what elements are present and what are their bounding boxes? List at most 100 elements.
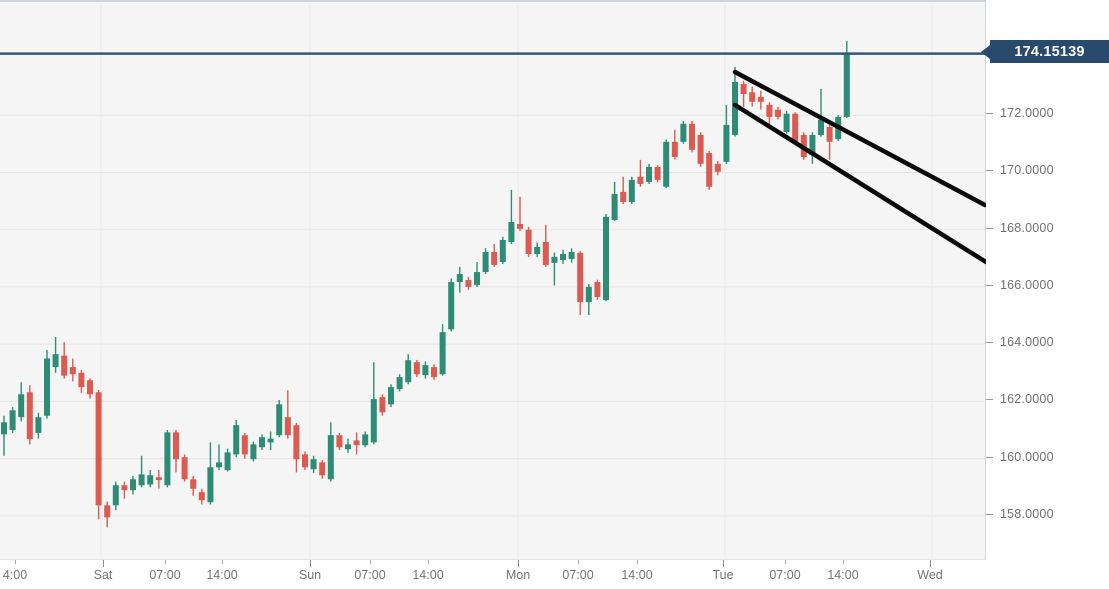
candle-body-up (499, 239, 506, 263)
trend-line (732, 69, 986, 208)
candle-body-down (594, 282, 601, 297)
candle-body-down (181, 457, 188, 480)
candle-body-down (173, 432, 179, 460)
time-tick-label: 14:00 (827, 568, 859, 582)
price-tick-label: 170.0000 (1000, 163, 1054, 178)
candle-body-down (241, 435, 248, 455)
time-tick-mark (578, 560, 579, 564)
candle-body-up (611, 193, 618, 220)
time-tick-mark (165, 560, 166, 564)
candle-body-up (388, 387, 394, 405)
candle-body-up (603, 216, 609, 301)
candle-body-down (198, 492, 205, 501)
price-tick-label: 160.0000 (1000, 449, 1054, 464)
candle-body-down (749, 92, 756, 102)
candle-body-up (112, 485, 119, 506)
candle-body-up (560, 254, 566, 261)
time-tick-label: Sun (298, 568, 322, 582)
candle-body-down (792, 113, 799, 142)
time-tick-label: 14:00 (206, 568, 238, 582)
time-tick-mark (930, 560, 931, 567)
candle-body-down (319, 462, 326, 476)
candle-body-up (18, 394, 25, 418)
current-price-value: 174.15139 (1014, 43, 1085, 60)
time-tick-mark (637, 560, 638, 564)
candle-body-up (250, 444, 257, 460)
time-tick-mark (222, 560, 223, 564)
candle-body-down (431, 367, 437, 378)
time-tick-mark (785, 560, 786, 564)
candle-body-up (35, 417, 42, 433)
candle-body-down (826, 126, 833, 142)
candle-body-up (138, 474, 145, 486)
time-tick-label: 07:00 (354, 568, 386, 582)
candle-body-down (525, 229, 532, 255)
time-tick-mark (370, 560, 371, 564)
trend-line (732, 102, 986, 265)
time-tick-label: 07:00 (562, 568, 594, 582)
candle-body-down (26, 392, 33, 440)
candle-body-down (697, 134, 704, 164)
candle-body-up (130, 479, 136, 491)
chart-canvas[interactable] (0, 2, 986, 560)
candle-body-down (293, 425, 300, 460)
candle-body-up (345, 444, 351, 450)
candle-body-down (706, 152, 713, 187)
candle-body-up (52, 354, 59, 368)
candle-body-up (396, 377, 403, 390)
candle-body-up (680, 123, 687, 142)
candle-body-down (61, 355, 68, 376)
candle-body-down (620, 191, 627, 202)
candle-body-up (310, 459, 317, 470)
candle-body-down (654, 167, 661, 180)
candle-body-up (1, 422, 7, 435)
price-tick-mark (986, 170, 993, 172)
time-tick-label: Mon (505, 568, 531, 582)
price-tick-label: 158.0000 (1000, 506, 1054, 521)
time-tick-label: 07:00 (769, 568, 801, 582)
price-tick-label: 168.0000 (1000, 220, 1054, 235)
candle-body-up (534, 246, 541, 255)
candle-body-up (276, 404, 283, 436)
price-axis[interactable]: 172.0000 170.0000 168.0000 166.0000 164.0000… (986, 0, 1109, 560)
candle-body-up (663, 141, 670, 187)
time-tick-label: 14:00 (412, 568, 444, 582)
candle-body-up (233, 425, 240, 455)
candle-body-up (370, 399, 377, 443)
candle-body-up (585, 286, 592, 303)
chart-plot-area[interactable] (0, 0, 986, 560)
candle-body-up (147, 475, 154, 485)
candle-body-down (353, 440, 360, 446)
candle-body-down (740, 83, 747, 95)
time-tick-label: Sat (93, 568, 113, 582)
price-tick-mark (986, 399, 993, 401)
candle-body-up (439, 332, 446, 375)
candle-body-down (284, 417, 291, 436)
candle-body-up (448, 282, 455, 330)
price-label-arrow-icon (981, 44, 990, 59)
candle-body-down (336, 435, 343, 448)
candle-body-up (568, 252, 575, 259)
candle-body-up (732, 81, 738, 135)
price-tick-mark (986, 284, 993, 286)
candle-body-down (379, 397, 386, 413)
time-tick-mark (518, 560, 519, 567)
candle-body-down (542, 241, 549, 265)
candle-body-up (327, 435, 334, 480)
candle-body-down (78, 372, 85, 388)
candle-body-down (637, 176, 644, 184)
candle-body-up (422, 365, 429, 376)
time-tick-mark (428, 560, 429, 564)
price-tick-label: 164.0000 (1000, 335, 1054, 350)
time-tick-mark (103, 560, 104, 567)
price-tick-mark (986, 513, 993, 515)
candle-body-down (95, 392, 102, 506)
candle-body-up (809, 134, 816, 155)
candle-body-down (671, 141, 678, 157)
time-axis[interactable]: 4:00 Sat 07:00 14:00 Sun 07:00 14:00 Mon 07:00 14… (0, 560, 1109, 589)
time-tick-label: 14:00 (621, 568, 653, 582)
candle-body-up (207, 467, 214, 503)
time-tick-mark (843, 560, 844, 564)
candle-body-up (216, 462, 222, 468)
candle-body-up (646, 167, 652, 182)
